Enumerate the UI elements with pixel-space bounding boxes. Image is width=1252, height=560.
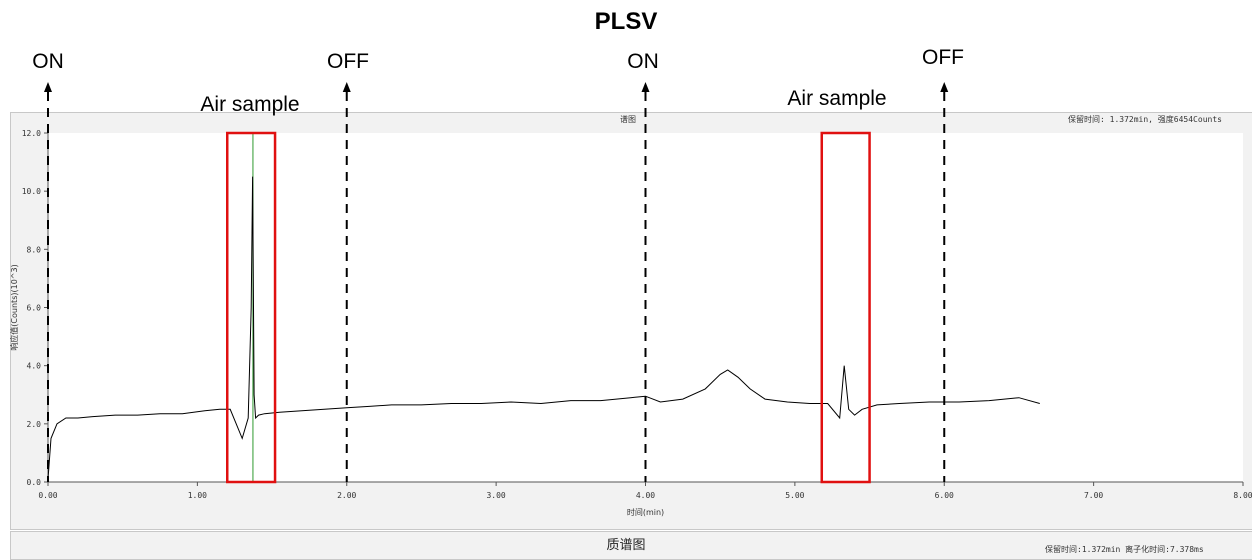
mass-spectrum-title: 质谱图 (606, 538, 646, 553)
panel-header-center: 谱图 (620, 115, 636, 124)
y-tick-label: 12.0 (22, 129, 41, 138)
x-tick-label: 6.00 (935, 491, 954, 500)
event-label-on-1: ON (32, 50, 64, 73)
y-tick-label: 0.0 (27, 478, 42, 487)
x-tick-label: 5.00 (785, 491, 804, 500)
y-tick-label: 10.0 (22, 187, 41, 196)
air-sample-box-1 (226, 131, 277, 484)
mass-spectrum-panel (10, 531, 1252, 560)
chromatogram-trace (47, 176, 1040, 480)
x-tick-label: 1.00 (188, 491, 207, 500)
y-axis-label: 响应值(Counts)(10^3) (9, 264, 19, 350)
air-sample-label-1: Air sample (200, 93, 300, 116)
figure-title: PLSV (594, 8, 658, 35)
event-label-on-2: ON (627, 50, 659, 73)
x-tick-label: 8.00 (1233, 491, 1252, 500)
event-label-off-2: OFF (922, 46, 964, 69)
event-label-off-1: OFF (327, 50, 369, 73)
event-arrow-3 (641, 82, 650, 92)
x-tick-label: 0.00 (38, 491, 57, 500)
x-tick-label: 2.00 (337, 491, 356, 500)
x-axis-label: 时间(min) (627, 507, 664, 517)
event-arrow-4 (940, 82, 949, 92)
y-tick-label: 4.0 (27, 362, 42, 371)
x-tick-label: 7.00 (1084, 491, 1103, 500)
panel-header-right: 保留时间: 1.372min, 强度6454Counts (1068, 115, 1222, 124)
x-tick-label: 4.00 (636, 491, 655, 500)
event-arrow-2 (342, 82, 351, 92)
air-sample-box-2 (820, 131, 871, 484)
mass-spectrum-info: 保留时间:1.372min 离子化时间:7.378ms (1045, 545, 1204, 554)
y-tick-label: 8.0 (27, 245, 42, 254)
y-tick-label: 6.0 (27, 304, 42, 313)
y-tick-label: 2.0 (27, 420, 42, 429)
event-arrow-1 (44, 82, 52, 92)
air-sample-label-2: Air sample (787, 87, 887, 110)
x-tick-label: 3.00 (486, 491, 505, 500)
